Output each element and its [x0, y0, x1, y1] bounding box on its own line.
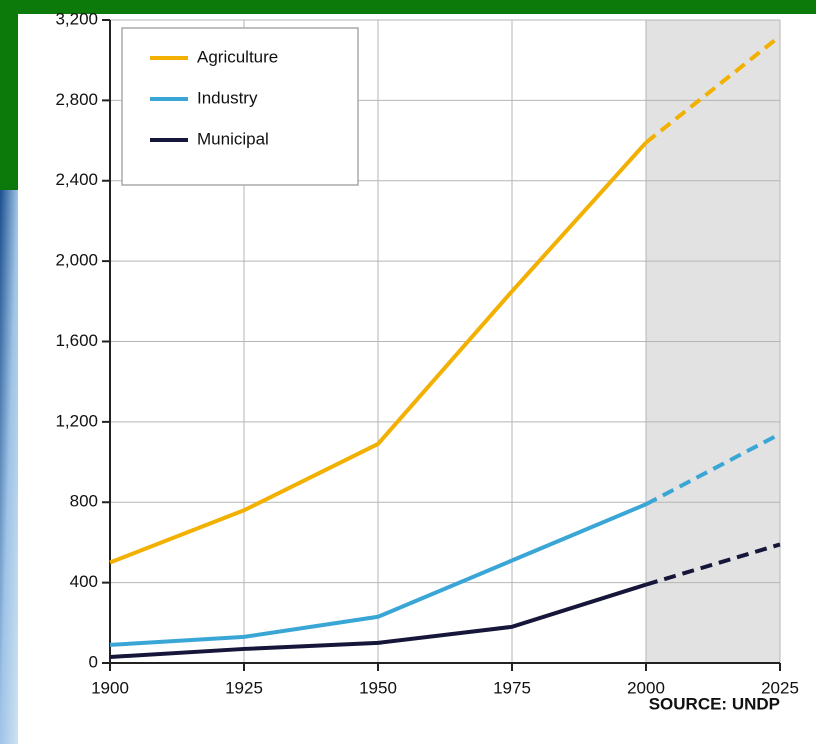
x-tick-label: 1975 [493, 678, 531, 697]
left-band [0, 0, 18, 190]
x-tick-label: 1950 [359, 678, 397, 697]
legend-label: Industry [197, 88, 258, 107]
source-note: SOURCE: UNDP [649, 694, 780, 713]
projection-line [644, 34, 782, 145]
series-line [109, 582, 647, 659]
legend-label: Agriculture [197, 47, 278, 66]
legend-box [121, 27, 359, 186]
projection-line [645, 542, 781, 587]
series-line [109, 141, 648, 565]
x-tick-label: 1900 [91, 678, 129, 697]
top-band [0, 0, 816, 14]
legend-label: Municipal [197, 129, 269, 148]
y-tick-label: 400 [70, 572, 98, 591]
y-tick-label: 2,400 [55, 170, 98, 189]
y-tick-label: 1,200 [55, 411, 98, 430]
x-tick-label: 2000 [627, 678, 665, 697]
side-image [0, 190, 18, 744]
series-line [109, 502, 647, 647]
x-tick-label: 1925 [225, 678, 263, 697]
y-tick-label: 3,200 [55, 9, 98, 28]
y-tick-label: 2,000 [55, 251, 98, 270]
y-tick-label: 1,600 [55, 331, 98, 350]
y-tick-label: 800 [70, 492, 98, 511]
projection-line [645, 432, 781, 507]
y-tick-label: 2,800 [55, 90, 98, 109]
y-tick-label: 0 [89, 652, 98, 671]
x-tick-label: 2025 [761, 678, 799, 697]
